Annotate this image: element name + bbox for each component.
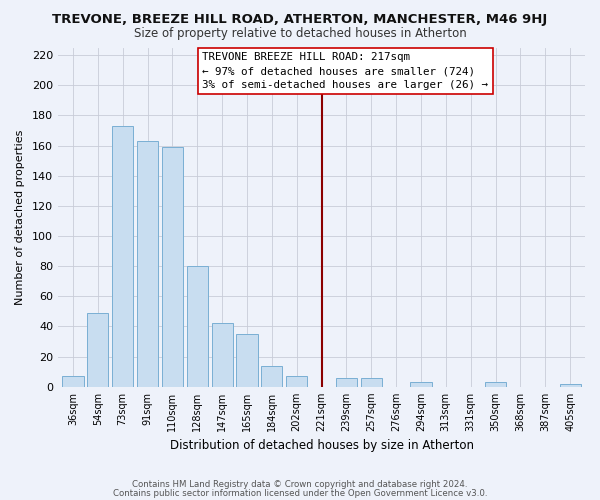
Bar (336, 378, 357, 387)
Bar (261, 366, 283, 387)
Text: Contains HM Land Registry data © Crown copyright and database right 2024.: Contains HM Land Registry data © Crown c… (132, 480, 468, 489)
Text: Contains public sector information licensed under the Open Government Licence v3: Contains public sector information licen… (113, 488, 487, 498)
Bar (485, 382, 506, 387)
Text: TREVONE, BREEZE HILL ROAD, ATHERTON, MANCHESTER, M46 9HJ: TREVONE, BREEZE HILL ROAD, ATHERTON, MAN… (52, 12, 548, 26)
Bar (212, 324, 233, 387)
Text: Size of property relative to detached houses in Atherton: Size of property relative to detached ho… (134, 28, 466, 40)
Bar (410, 382, 431, 387)
Bar (361, 378, 382, 387)
Text: TREVONE BREEZE HILL ROAD: 217sqm
← 97% of detached houses are smaller (724)
3% o: TREVONE BREEZE HILL ROAD: 217sqm ← 97% o… (202, 52, 488, 90)
Bar (162, 147, 183, 387)
Bar (87, 313, 109, 387)
Bar (286, 376, 307, 387)
Bar (62, 376, 83, 387)
Bar (137, 141, 158, 387)
X-axis label: Distribution of detached houses by size in Atherton: Distribution of detached houses by size … (170, 440, 473, 452)
Bar (560, 384, 581, 387)
Y-axis label: Number of detached properties: Number of detached properties (15, 130, 25, 305)
Bar (187, 266, 208, 387)
Bar (236, 334, 257, 387)
Bar (112, 126, 133, 387)
